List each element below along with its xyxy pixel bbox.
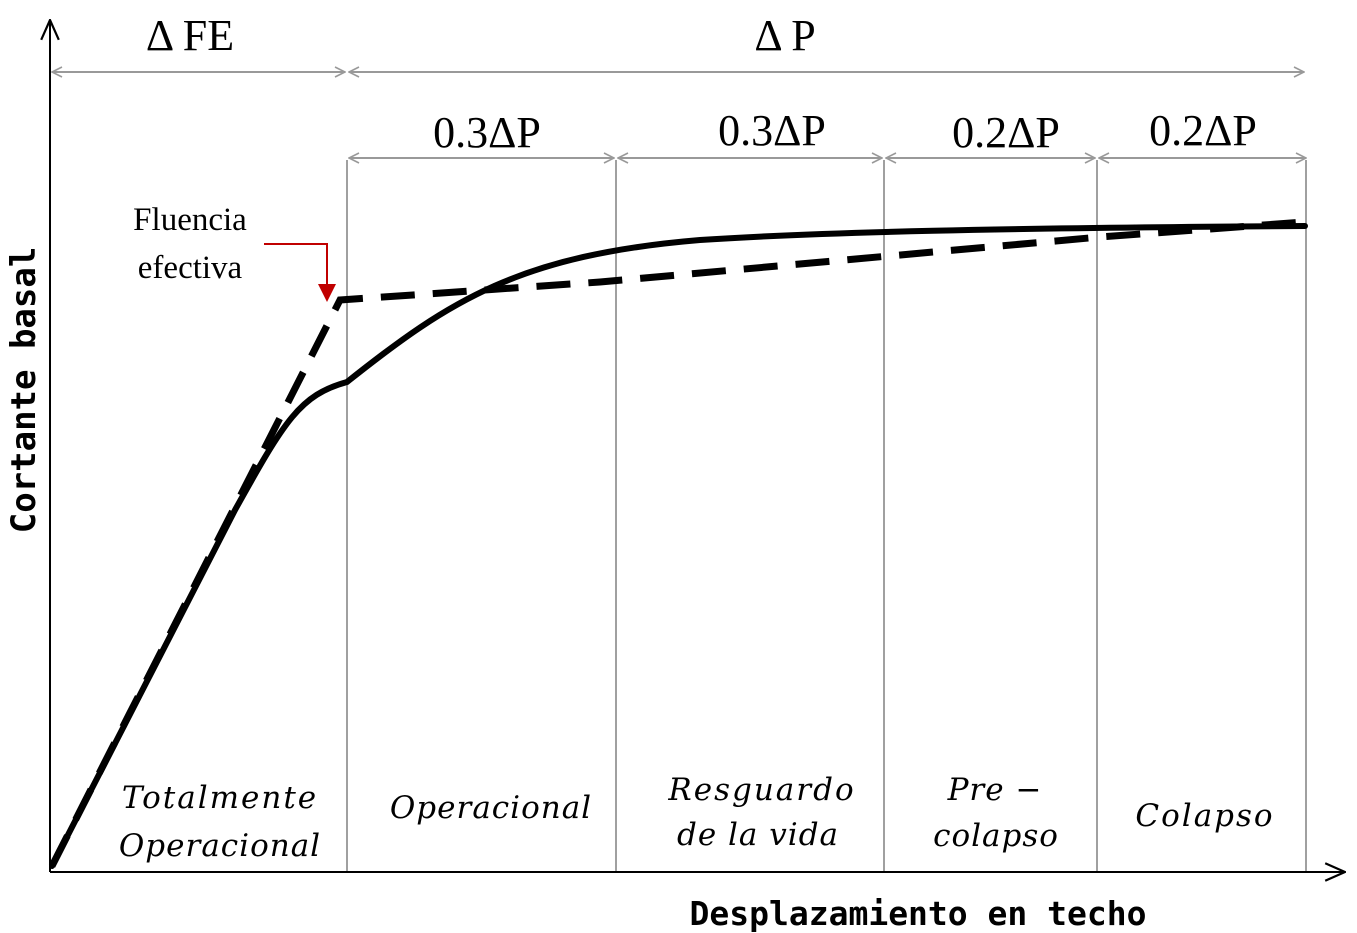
yield-annotation: Fluencia efectiva <box>133 202 336 302</box>
y-axis-title: Cortante basal <box>4 247 44 534</box>
yield-label-line1: Fluencia <box>133 202 247 238</box>
zone-4-line1: Pre − <box>947 772 1043 808</box>
zone-dividers <box>346 160 1307 872</box>
yield-label-line2: efectiva <box>138 250 243 286</box>
segment-label-1: 0.3ΔP <box>433 108 541 157</box>
zone-1-line1: Totalmente <box>122 780 318 816</box>
axes <box>50 20 1345 872</box>
delta-p-label: Δ P <box>754 11 815 60</box>
capacity-curve <box>49 223 1308 869</box>
zone-1-line2: Operacional <box>119 828 321 864</box>
segment-label-2: 0.3ΔP <box>718 106 826 155</box>
dimension-arrows <box>52 72 1306 158</box>
delta-fe-label: Δ FE <box>146 11 234 60</box>
zone-3-line2: de la vida <box>677 817 839 853</box>
yield-pointer-arrow <box>264 243 328 287</box>
x-axis-title: Desplazamiento en techo <box>690 894 1147 933</box>
zone-2-line1: Operacional <box>390 790 592 826</box>
segment-label-3: 0.2ΔP <box>952 108 1060 157</box>
bilinear-curve <box>48 218 1306 868</box>
zone-4-line2: colapso <box>933 818 1059 854</box>
yield-pointer-arrowhead <box>318 284 336 302</box>
segment-label-4: 0.2ΔP <box>1149 106 1257 155</box>
zone-5-line1: Colapso <box>1135 798 1274 834</box>
zone-3-line1: Resguardo <box>667 772 855 808</box>
